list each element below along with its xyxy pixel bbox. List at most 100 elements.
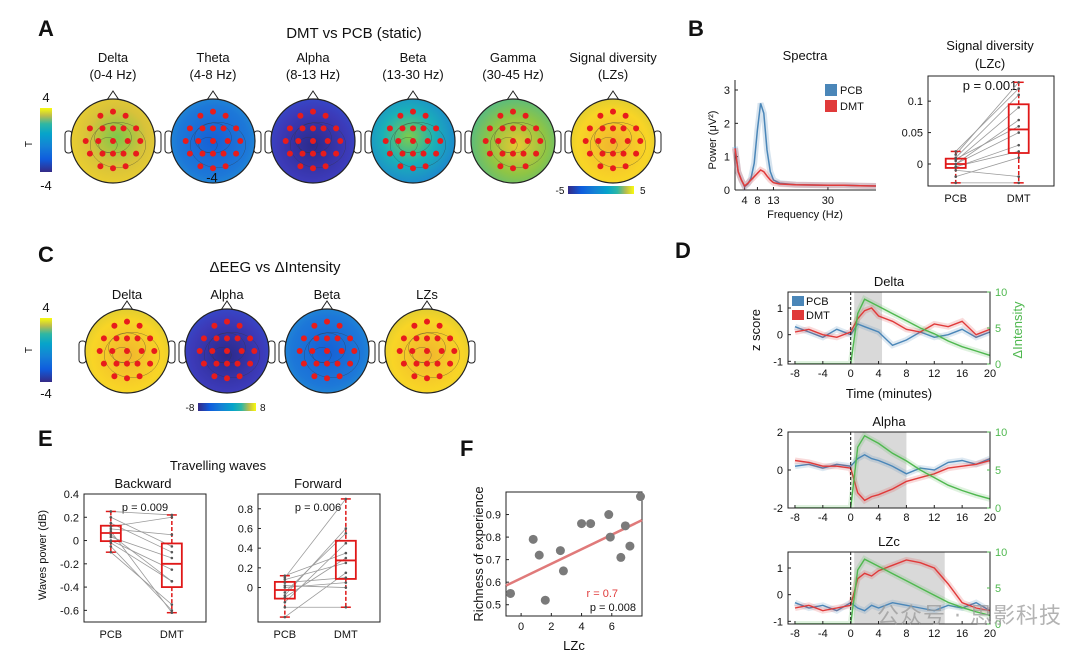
- topomap-a-4-electrode: [520, 150, 527, 157]
- backward-point: [170, 579, 174, 583]
- forward-axes: [257, 493, 381, 623]
- diversity-point: [954, 157, 958, 161]
- topomap-a-4-electrode: [522, 163, 529, 170]
- topomap-a-5-electrode: [620, 150, 627, 157]
- topomap-a-1-electrode: [197, 112, 204, 119]
- topomap-a-title-5: Signal diversity: [569, 50, 657, 65]
- topomap-a-3-electrode: [420, 150, 427, 157]
- topomap-a-title-3: Beta: [400, 50, 428, 65]
- topomap-a-0-electrode: [110, 165, 116, 172]
- topomap-c-1-electrode: [224, 360, 230, 367]
- timecourse-xtick: -4: [818, 512, 828, 524]
- topomap-a-2-electrode: [320, 125, 327, 132]
- backward-point: [109, 527, 113, 531]
- topomap-a-2-electrode: [286, 150, 293, 157]
- topomap-a-0-electrode: [99, 125, 106, 132]
- timecourse-ytick: 0: [777, 590, 783, 602]
- timecourse-rtick: 10: [995, 547, 1007, 559]
- hbar-a-min: -5: [556, 186, 565, 197]
- scatter-point: [534, 550, 544, 560]
- topomap-c-1-electrode: [211, 373, 218, 380]
- forward-ytick: 0.2: [238, 563, 253, 575]
- topomap-a-0-electrode: [120, 125, 127, 132]
- panel-e-plots: -0.6 -0.4 -0.2 0 0.2 0.4 PCB DMT 0 0.2 0.4 0.6 0.8 PC…: [60, 489, 358, 641]
- forward-xtick: PCB: [274, 629, 297, 641]
- topomap-a-4-electrode: [524, 138, 531, 144]
- timecourse-rtick: 0: [995, 619, 1001, 631]
- topomap-c-2-electrode: [324, 375, 330, 382]
- topomap-a-5-electrode: [586, 150, 593, 157]
- topomap-c-2-electrode: [324, 348, 330, 354]
- topomap-c-1-electrode: [236, 373, 243, 380]
- colorbar-c-label: T: [24, 347, 35, 353]
- diversity-ytick: 0.05: [902, 128, 923, 140]
- timecourse-lines: [793, 555, 990, 624]
- forward-point: [344, 561, 348, 565]
- scatter-axes: [505, 491, 643, 617]
- topomap-c-1-electrode: [196, 348, 203, 354]
- topomap-a-1-electrode: [182, 138, 189, 144]
- topomap-a-0-electrode: [86, 125, 93, 132]
- topomap-a-4-electrode: [520, 125, 527, 132]
- topomap-a-3-electrode: [410, 138, 416, 144]
- diversity-point: [1017, 118, 1021, 122]
- topomap-c-2-electrode: [338, 348, 345, 354]
- scatter-ytick: 0.7: [486, 555, 501, 567]
- topomap-a-2-electrode: [299, 150, 306, 157]
- topomap-c-0-electrode: [147, 335, 154, 342]
- topomap-a-subtitle-5: (LZs): [598, 67, 628, 82]
- backward-point: [109, 539, 113, 542]
- panel-b: B Spectra Power (μV²) Frequency (Hz) 0 1 2…: [688, 16, 1055, 221]
- topomap-c-2-electrode: [347, 360, 354, 367]
- topomap-c-1-electrode: [200, 360, 207, 367]
- scatter-point: [616, 552, 626, 562]
- colorbar-c-horizontal: [198, 403, 256, 411]
- panel-a-topomaps: Delta (0-4 Hz) Theta (4-8 Hz) Alpha (8-13 Hz)…: [64, 50, 662, 184]
- topomap-a-5-electrode: [597, 112, 604, 119]
- diversity-paired-line: [955, 169, 1019, 177]
- topomap-a-0: [64, 90, 162, 184]
- timecourse-rtick: 10: [995, 427, 1007, 439]
- forward-point: [344, 532, 348, 535]
- topomap-c-2-electrode: [324, 335, 330, 342]
- panel-b-letter: B: [688, 16, 704, 41]
- topomap-c-3-electrode: [424, 348, 430, 354]
- topomap-c-3-electrode: [447, 335, 454, 342]
- backward-point: [170, 611, 174, 614]
- backward-point: [170, 603, 174, 606]
- panel-f-letter: F: [460, 436, 473, 461]
- topomap-c-0-electrode: [100, 360, 107, 367]
- spectra-legend-pcb: PCB: [840, 85, 863, 97]
- spectra-lines: [732, 102, 877, 192]
- spectra-xtick: 8: [754, 195, 760, 207]
- topomap-c-0-electrode: [136, 322, 143, 329]
- panel-a-letter: A: [38, 16, 54, 41]
- topomap-a-2-electrode: [333, 150, 340, 157]
- backward-point: [109, 525, 113, 528]
- topomap-a-title-0: Delta: [98, 50, 129, 65]
- scatter-point: [625, 541, 635, 551]
- topomap-c-3: [378, 300, 476, 394]
- topomap-c-1-electrode: [213, 335, 220, 342]
- topomap-a-5-electrode: [610, 125, 616, 132]
- topomap-a-3-electrode: [386, 125, 393, 132]
- topomap-a-0-electrode: [110, 108, 116, 115]
- timecourse-xtick: 16: [956, 512, 968, 524]
- diversity-point: [1017, 131, 1021, 134]
- topomap-a-1-electrode: [233, 150, 240, 157]
- topomap-a-5-electrode: [586, 125, 593, 132]
- forward-point: [344, 586, 348, 589]
- backward-xtick: DMT: [160, 629, 184, 641]
- timecourse-xtick: 4: [875, 512, 881, 524]
- timecourse-ytick: 0: [777, 330, 783, 342]
- forward-point: [283, 601, 287, 604]
- diversity-point: [1017, 175, 1021, 178]
- timecourse-xtick: 20: [984, 512, 996, 524]
- topomap-a-0-electrode: [95, 138, 102, 144]
- topomap-a-4-electrode: [533, 150, 540, 157]
- backward-point: [170, 533, 174, 537]
- topomap-a-1-electrode: [197, 163, 204, 170]
- topomap-c-1-electrode: [224, 375, 230, 382]
- topomap-a-4-electrode: [537, 138, 544, 144]
- backward-point: [170, 550, 174, 554]
